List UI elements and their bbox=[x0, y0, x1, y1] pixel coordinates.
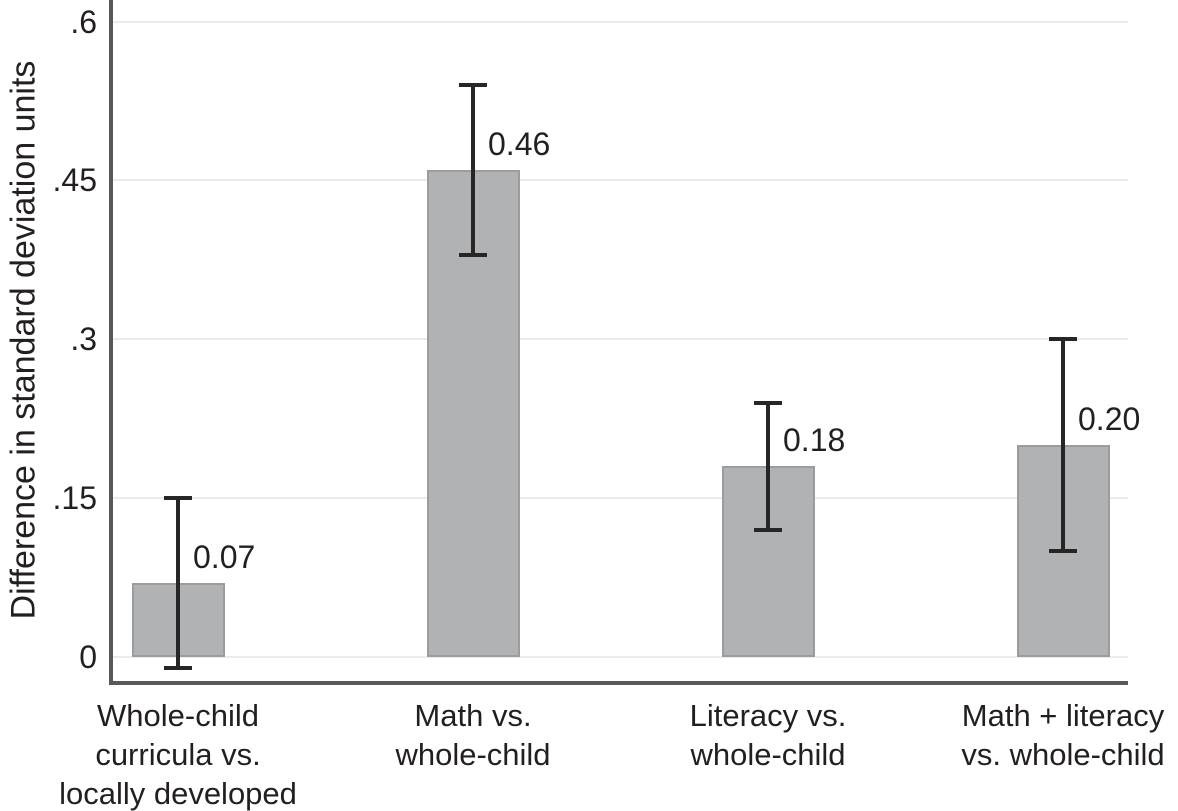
error-bar-cap-bottom bbox=[754, 527, 782, 532]
x-axis-category-label: Literacy vs. whole-child bbox=[603, 696, 933, 774]
bar-value-label: 0.18 bbox=[783, 422, 846, 459]
x-axis-category-label-line: Math vs. bbox=[414, 698, 532, 733]
x-axis-category-label-line: whole-child bbox=[690, 737, 846, 772]
error-bar-cap-bottom bbox=[164, 665, 192, 670]
error-bar-cap-top bbox=[459, 83, 487, 88]
y-axis-tick-label: .6 bbox=[70, 3, 97, 40]
error-bar-line bbox=[766, 402, 770, 530]
bar-value-label: 0.07 bbox=[193, 538, 256, 575]
y-axis-tick-label: .45 bbox=[52, 162, 97, 199]
x-axis-category-label: Whole-child curricula vs. locally develope… bbox=[13, 696, 343, 811]
error-bar-cap-top bbox=[754, 400, 782, 405]
x-axis-category-label-line: Math + literacy bbox=[961, 698, 1165, 733]
x-axis-line bbox=[109, 681, 1128, 685]
x-axis-category-label-line: vs. whole-child bbox=[961, 737, 1165, 772]
error-bar-line bbox=[471, 85, 475, 255]
y-axis-tick-label: 0 bbox=[79, 639, 97, 675]
x-axis-category-label-line: Literacy vs. bbox=[689, 698, 847, 733]
error-bar-cap-top bbox=[164, 496, 192, 501]
y-axis-line bbox=[109, 0, 113, 685]
gridline bbox=[113, 20, 1128, 23]
error-bar-cap-bottom bbox=[459, 252, 487, 257]
y-axis-tick-label: .3 bbox=[70, 321, 97, 358]
error-bar-cap-bottom bbox=[1049, 549, 1077, 554]
gridline bbox=[113, 656, 1128, 658]
x-axis-category-label-line: whole-child bbox=[395, 737, 551, 772]
bar-value-label: 0.46 bbox=[488, 125, 551, 162]
error-bar-cap-top bbox=[1049, 337, 1077, 342]
gridline bbox=[113, 338, 1128, 341]
gridline bbox=[113, 179, 1128, 182]
x-axis-category-label-line: locally developed bbox=[59, 776, 297, 811]
y-axis-tick-label: .15 bbox=[52, 480, 97, 517]
x-axis-category-label: Math + literacy vs. whole-child bbox=[898, 696, 1178, 774]
x-axis-category-label-line: Whole-child bbox=[97, 698, 259, 733]
bar-value-label: 0.20 bbox=[1078, 401, 1141, 438]
gridline bbox=[113, 497, 1128, 500]
error-bar-line bbox=[176, 498, 180, 668]
x-axis-category-label-line: curricula vs. bbox=[95, 737, 261, 772]
x-axis-category-label: Math vs. whole-child bbox=[308, 696, 638, 774]
error-bar-line bbox=[1061, 339, 1065, 552]
